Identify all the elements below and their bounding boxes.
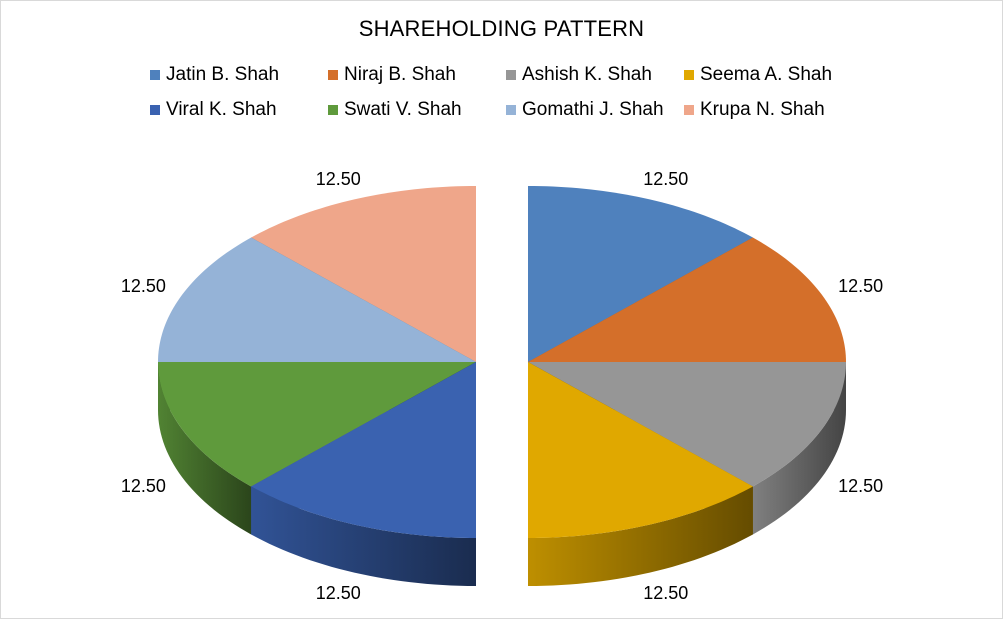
legend-label: Krupa N. Shah xyxy=(700,99,825,120)
legend-swatch xyxy=(684,105,694,115)
legend-item: Viral K. Shah xyxy=(150,99,328,121)
legend-swatch xyxy=(328,105,338,115)
pie-slice xyxy=(251,362,476,586)
legend-label: Seema A. Shah xyxy=(700,64,833,85)
pie-slice-rim xyxy=(528,486,753,586)
pie-slice-top xyxy=(528,362,753,538)
data-label: 12.50 xyxy=(121,476,166,496)
pie-slice-rim xyxy=(158,362,252,535)
legend-label: Niraj B. Shah xyxy=(344,64,456,85)
legend-item: Ashish K. Shah xyxy=(506,64,684,86)
data-label: 12.50 xyxy=(121,276,166,296)
legend-swatch xyxy=(684,70,694,80)
legend-swatch xyxy=(150,105,160,115)
pie-slice-rim xyxy=(752,362,846,535)
legend-label: Jatin B. Shah xyxy=(166,64,280,85)
legend-swatch xyxy=(506,105,516,115)
pie-slice-rim xyxy=(251,486,476,586)
legend-label: Swati V. Shah xyxy=(344,99,462,120)
data-label: 12.50 xyxy=(838,276,883,296)
legend-swatch xyxy=(506,70,516,80)
pie-slice-top xyxy=(158,237,476,362)
pie-slice-top xyxy=(528,362,846,487)
data-label: 12.50 xyxy=(316,583,361,603)
legend-item: Gomathi J. Shah xyxy=(506,99,684,121)
legend-item: Seema A. Shah xyxy=(684,64,862,86)
legend-swatch xyxy=(150,70,160,80)
legend-item: Jatin B. Shah xyxy=(150,64,328,86)
pie-slice-top xyxy=(158,362,476,487)
legend-swatch xyxy=(328,70,338,80)
legend-label: Gomathi J. Shah xyxy=(522,99,664,120)
chart-title: SHAREHOLDING PATTERN xyxy=(358,16,645,41)
legend-item: Swati V. Shah xyxy=(328,99,506,121)
legend-item: Krupa N. Shah xyxy=(684,99,862,121)
data-label: 12.50 xyxy=(316,169,361,189)
data-label: 12.50 xyxy=(838,476,883,496)
legend-label: Ashish K. Shah xyxy=(522,64,652,85)
pie-slice-top xyxy=(528,237,846,362)
legend-item: Niraj B. Shah xyxy=(328,64,506,86)
pie-slice-top xyxy=(251,362,476,538)
pie-slice-top xyxy=(251,186,476,362)
pie-slice xyxy=(528,362,753,586)
legend-label: Viral K. Shah xyxy=(166,99,277,120)
pie-slice-top xyxy=(528,186,753,362)
data-label: 12.50 xyxy=(643,583,688,603)
data-label: 12.50 xyxy=(643,169,688,189)
chart-legend: Jatin B. Shah Niraj B. Shah Ashish K. Shah… xyxy=(150,64,870,121)
